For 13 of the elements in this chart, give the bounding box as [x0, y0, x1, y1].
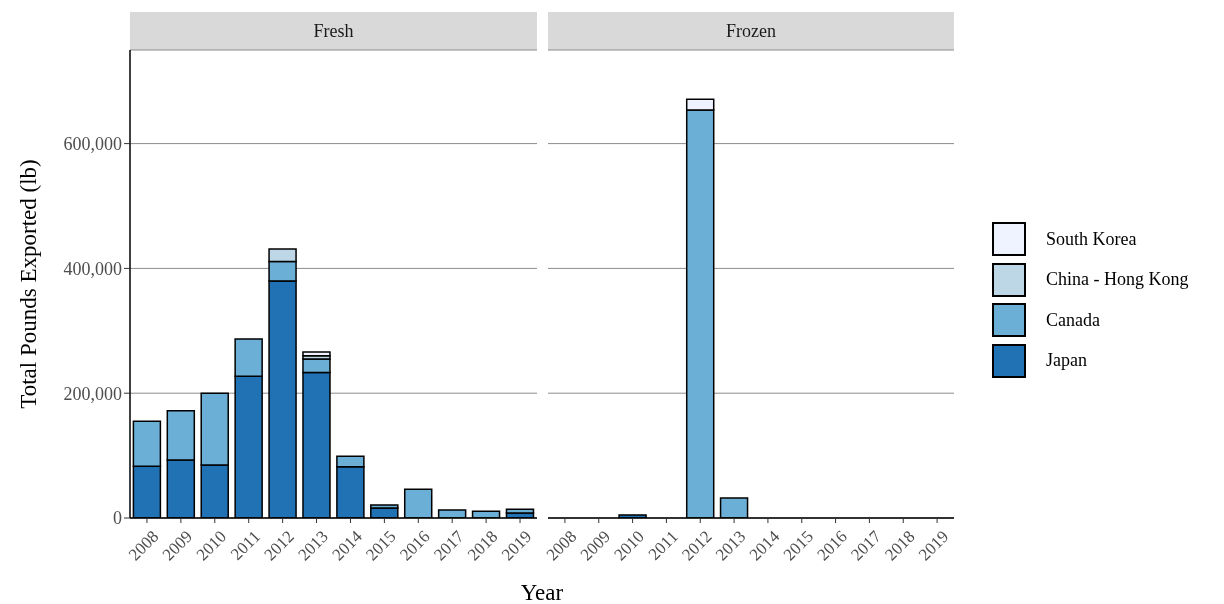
legend-label: Canada [1046, 309, 1100, 331]
y-tick-label: 600,000 [63, 133, 122, 154]
x-tick-label: 2011 [226, 526, 265, 564]
chart-title: Frozen [548, 12, 954, 50]
y-tick-label: 200,000 [63, 383, 122, 404]
legend-label: South Korea [1046, 228, 1137, 250]
chart-title: Fresh [130, 12, 537, 50]
y-axis-title: Total Pounds Exported (lb) [15, 159, 41, 409]
legend-label: Japan [1046, 350, 1087, 372]
legend-label: China - Hong Kong [1046, 269, 1189, 291]
x-axis-title: Year [519, 580, 565, 604]
y-tick-label: 400,000 [63, 258, 122, 279]
y-tick-label: 0 [113, 508, 122, 529]
